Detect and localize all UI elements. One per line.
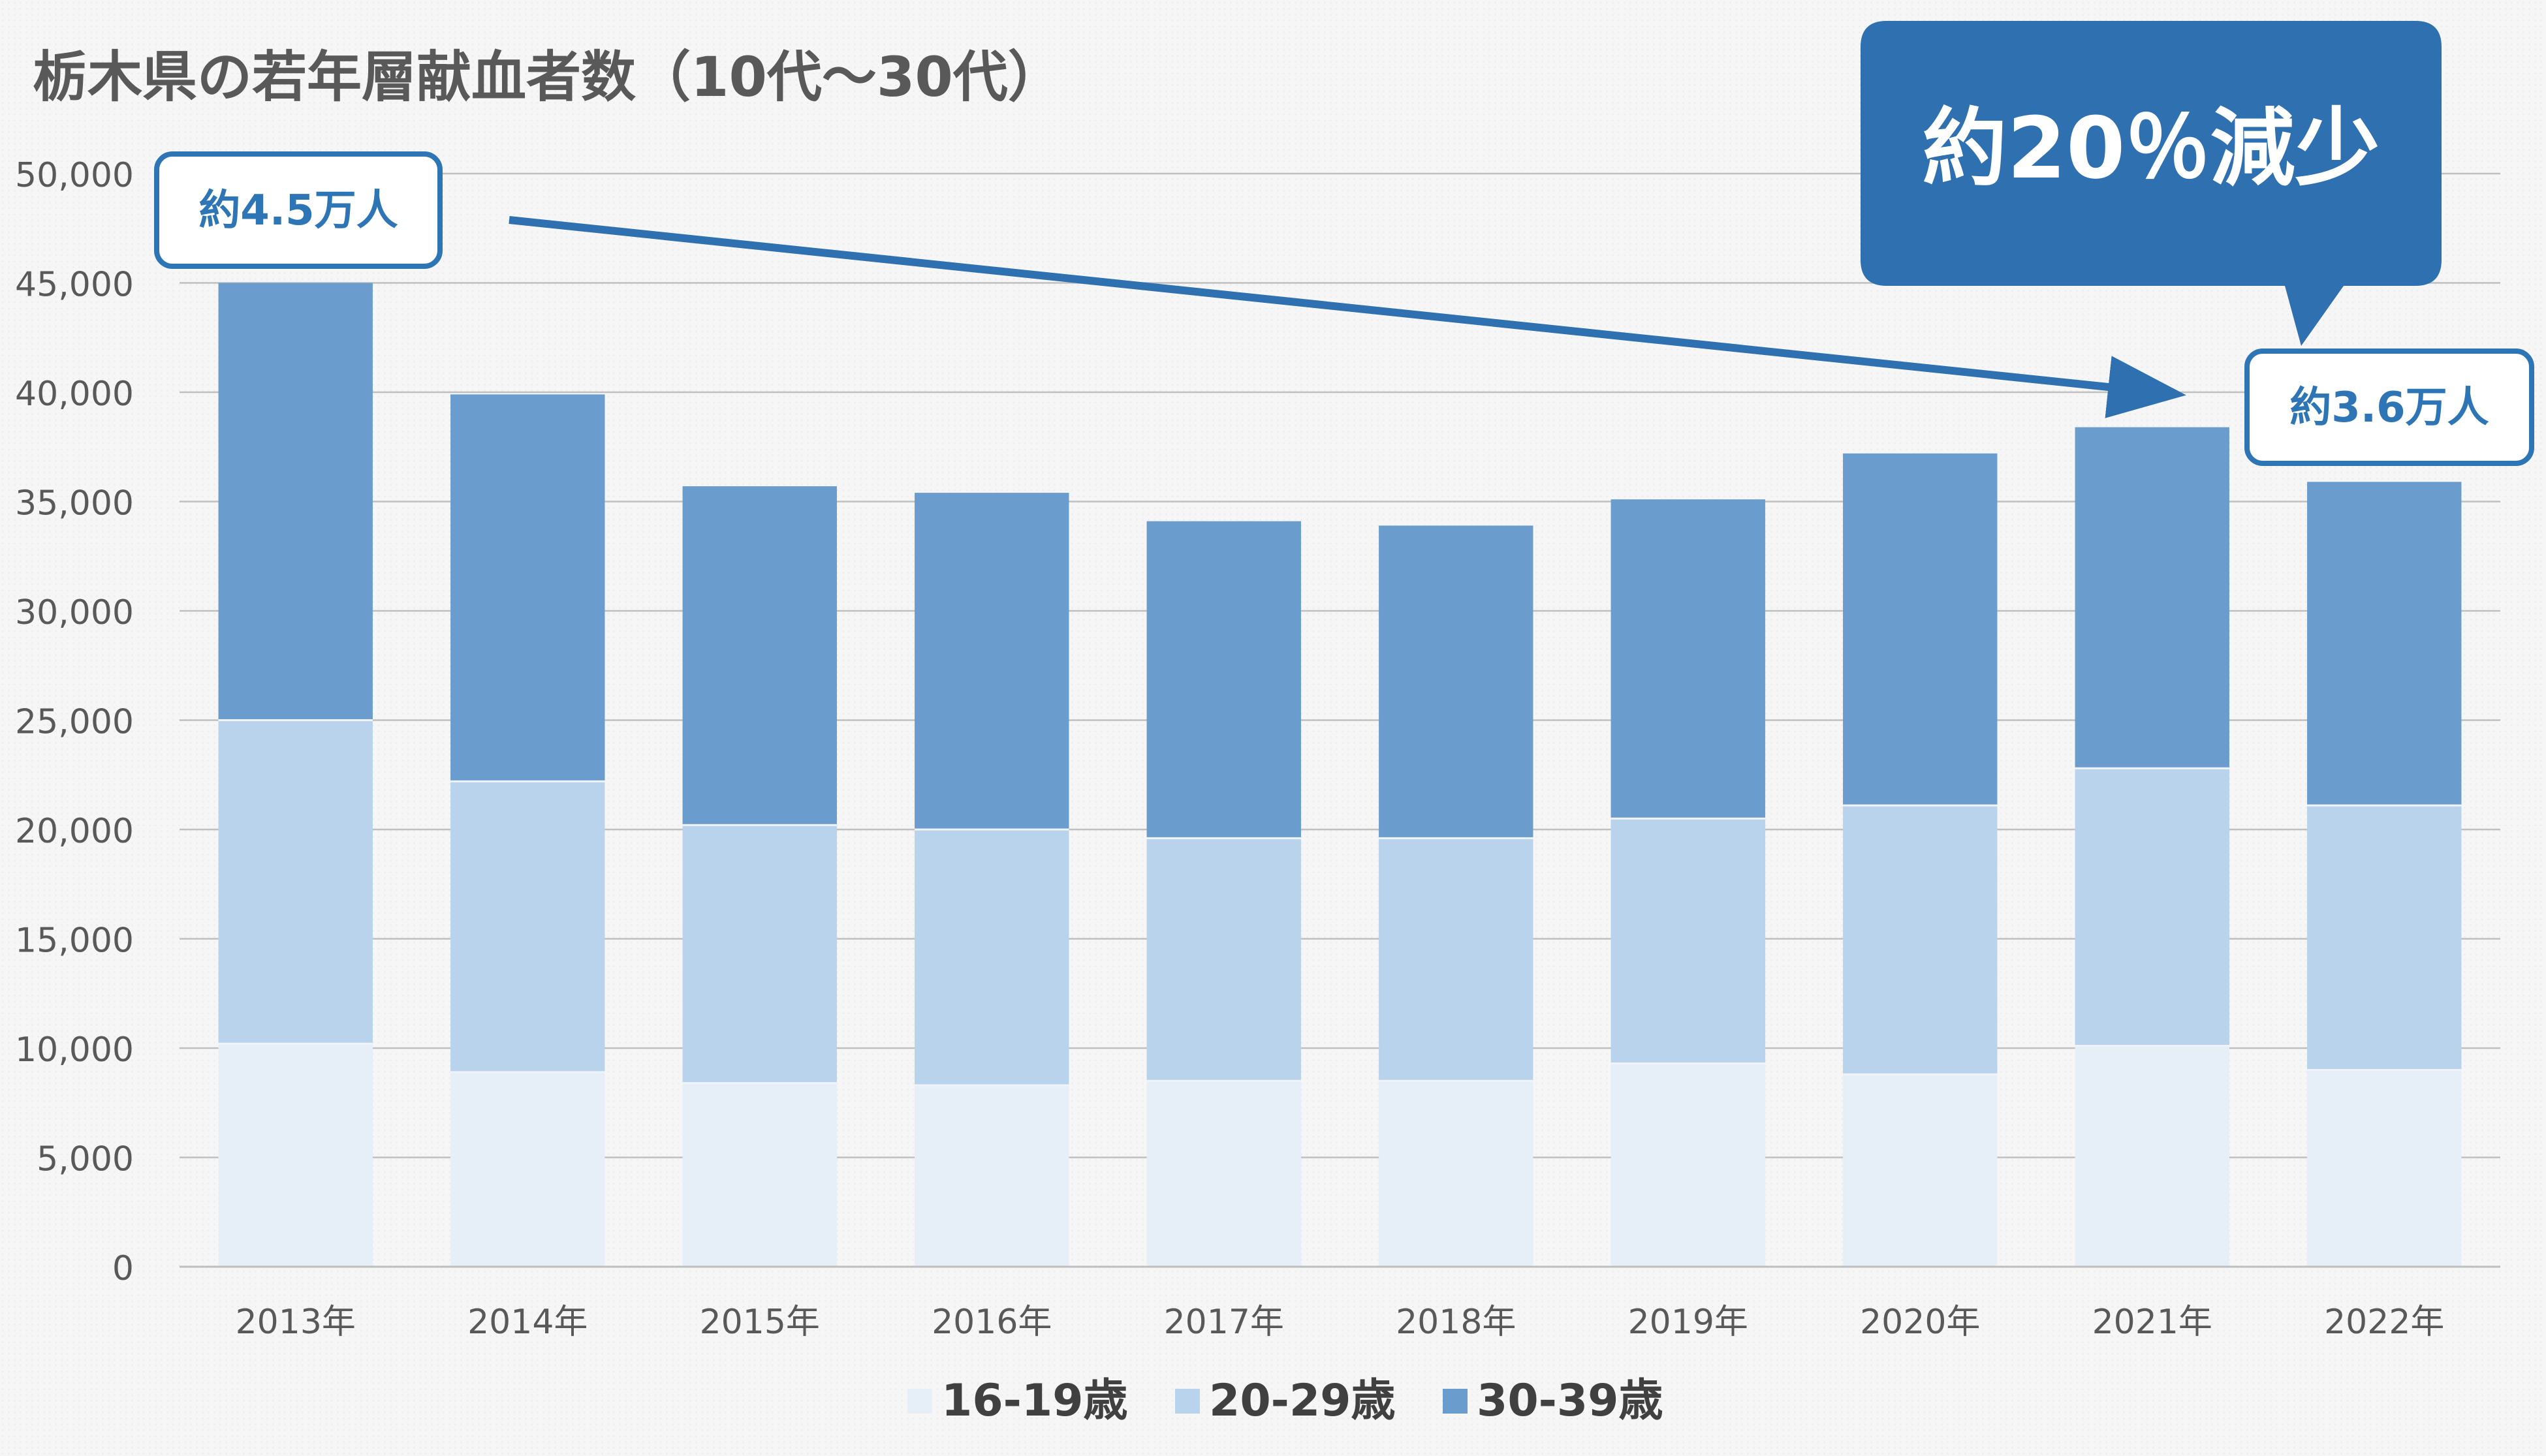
bar-segment <box>1843 805 1998 1075</box>
bar-segment <box>2307 1070 2462 1267</box>
bar-segment <box>682 1083 837 1267</box>
x-tick-label: 2020年 <box>1860 1303 1980 1342</box>
x-tick-label: 2018年 <box>1396 1303 1516 1342</box>
bar-segment <box>1146 838 1301 1081</box>
bar-segment <box>1146 521 1301 839</box>
legend-label: 16-19歳 <box>941 1375 1127 1427</box>
y-tick-label: 0 <box>112 1249 134 1288</box>
bar-segment <box>915 829 1069 1085</box>
legend-swatch <box>1443 1389 1468 1414</box>
bar-segment <box>915 1085 1069 1267</box>
y-tick-label: 50,000 <box>15 156 134 195</box>
trend-arrow <box>509 216 2186 418</box>
y-tick-label: 30,000 <box>15 593 134 632</box>
bar-segment <box>450 394 605 782</box>
legend: 16-19歳 20-29歳 30-39歳 <box>907 1375 1663 1427</box>
y-tick-label: 40,000 <box>15 375 134 414</box>
bar-segment <box>682 825 837 1083</box>
y-tick-label: 10,000 <box>15 1030 134 1070</box>
decrease-callout: 約20％減少 <box>1861 21 2442 346</box>
bar-segment <box>2075 1046 2229 1267</box>
bar-segment <box>2075 768 2229 1046</box>
x-tick-label: 2016年 <box>932 1303 1052 1342</box>
bar-segment <box>218 283 373 720</box>
legend-swatch <box>1175 1389 1200 1414</box>
x-tick-label: 2017年 <box>1164 1303 1284 1342</box>
end-annotation-box <box>2244 349 2534 466</box>
x-tick-label: 2013年 <box>236 1303 356 1342</box>
legend-swatch <box>907 1389 932 1414</box>
y-tick-label: 45,000 <box>15 266 134 305</box>
y-tick-label: 25,000 <box>15 703 134 742</box>
bar-segment <box>1611 1063 1765 1267</box>
x-tick-label: 2022年 <box>2324 1303 2444 1342</box>
bar-segment <box>1611 818 1765 1064</box>
end-annotation: 約3.6万人 <box>2244 349 2534 466</box>
x-tick-label: 2015年 <box>700 1303 820 1342</box>
bar-segment <box>1379 525 1533 839</box>
callout-bubble <box>1861 21 2442 346</box>
bar-segment <box>2307 482 2462 806</box>
bar-segment <box>1379 838 1533 1081</box>
y-axis-ticks: 0 5,000 10,000 15,000 20,000 25,000 30,000 35,0… <box>15 156 134 1288</box>
bar-segment <box>450 781 605 1072</box>
bar-segment <box>1843 453 1998 806</box>
bar-segment <box>1843 1074 1998 1267</box>
bar-segment <box>218 1044 373 1267</box>
bar-segment <box>1379 1081 1533 1267</box>
x-tick-label: 2019年 <box>1628 1303 1748 1342</box>
y-tick-label: 20,000 <box>15 812 134 851</box>
bar-segment <box>2307 805 2462 1070</box>
x-tick-label: 2014年 <box>467 1303 588 1342</box>
y-tick-label: 5,000 <box>37 1140 134 1179</box>
bar-segment <box>450 1072 605 1267</box>
x-tick-label: 2021年 <box>2092 1303 2212 1342</box>
bars <box>218 283 2462 1267</box>
chart-title: 栃木県の若年層献血者数（10代～30代） <box>33 45 1063 109</box>
y-tick-label: 35,000 <box>15 484 134 523</box>
start-annotation: 約4.5万人 <box>154 151 443 269</box>
bar-segment <box>915 493 1069 829</box>
bar-segment <box>2075 427 2229 769</box>
bar-segment <box>1146 1081 1301 1267</box>
x-axis-ticks: 2013年 2014年 2015年 2016年 2017年 2018年 2019年 2020年… <box>236 1303 2445 1342</box>
y-tick-label: 15,000 <box>15 922 134 961</box>
start-annotation-label: 約4.5万人 <box>198 187 398 235</box>
bar-segment <box>218 720 373 1044</box>
bar-segment <box>682 486 837 826</box>
start-annotation-box <box>154 151 443 269</box>
end-annotation-label: 約3.6万人 <box>2289 384 2489 432</box>
bar-segment <box>1611 499 1765 819</box>
callout-label: 約20％減少 <box>1923 99 2380 198</box>
legend-label: 20-29歳 <box>1209 1375 1395 1427</box>
legend-label: 30-39歳 <box>1477 1375 1663 1427</box>
